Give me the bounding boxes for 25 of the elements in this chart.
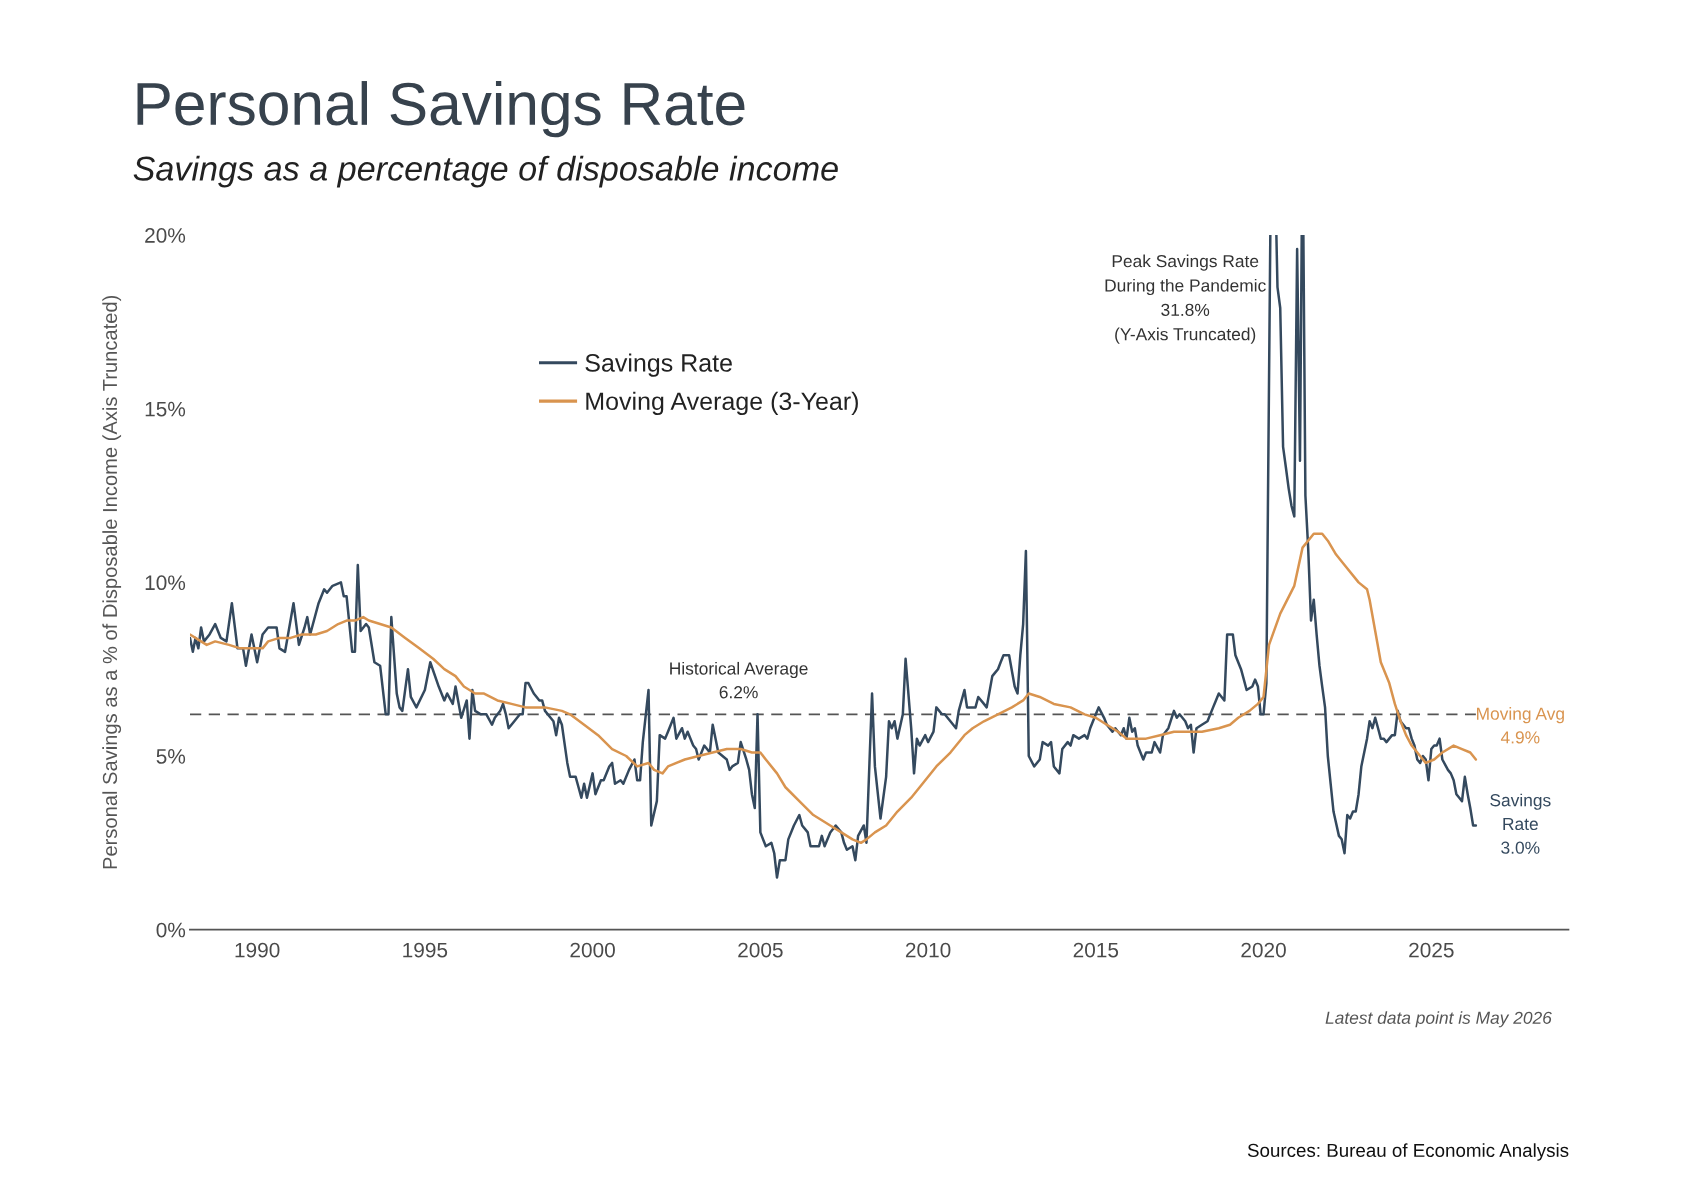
x-tick-label: 2020 [1241, 942, 1286, 958]
source-note: Sources: Bureau of Economic Analysis [1247, 1143, 1569, 1161]
chart-subtitle: Savings as a percentage of disposable income [133, 155, 838, 188]
y-tick-label: 15% [145, 401, 186, 417]
y-tick-label: 0% [156, 922, 186, 938]
legend-label: Savings Rate [585, 353, 732, 377]
legend-label: Moving Average (3-Year) [586, 391, 858, 416]
y-tick-label: 5% [156, 749, 186, 764]
y-tick-label: 20% [145, 228, 186, 243]
x-tick-label: 2025 [1409, 942, 1454, 958]
line-series [190, 532, 1478, 845]
x-tick-label: 2000 [570, 942, 615, 958]
x-tick-label: 2005 [738, 942, 783, 958]
x-tick-label: 1990 [235, 942, 280, 958]
y-axis-title: Personal Savings as a % of Disposable Income (Axis Truncated) [102, 295, 122, 869]
ref-line-label: Historical Average 6.2% [670, 661, 808, 699]
x-tick-label: 2015 [1073, 942, 1119, 958]
annotation: Savings Rate 3.0% [1490, 793, 1551, 854]
chart-title: Personal Savings Rate [137, 81, 745, 138]
y-tick-label: 10% [145, 575, 186, 591]
x-tick-label: 1995 [403, 942, 448, 958]
annotation: Moving Avg 4.9% [1477, 707, 1564, 744]
x-tick-label: 2010 [905, 942, 951, 958]
text: Latest data point is May 2026 [1325, 1011, 1552, 1028]
annotation: Peak Savings Rate During the Pandemic 31.8% (Y-Axis Truncated) [1105, 254, 1266, 344]
